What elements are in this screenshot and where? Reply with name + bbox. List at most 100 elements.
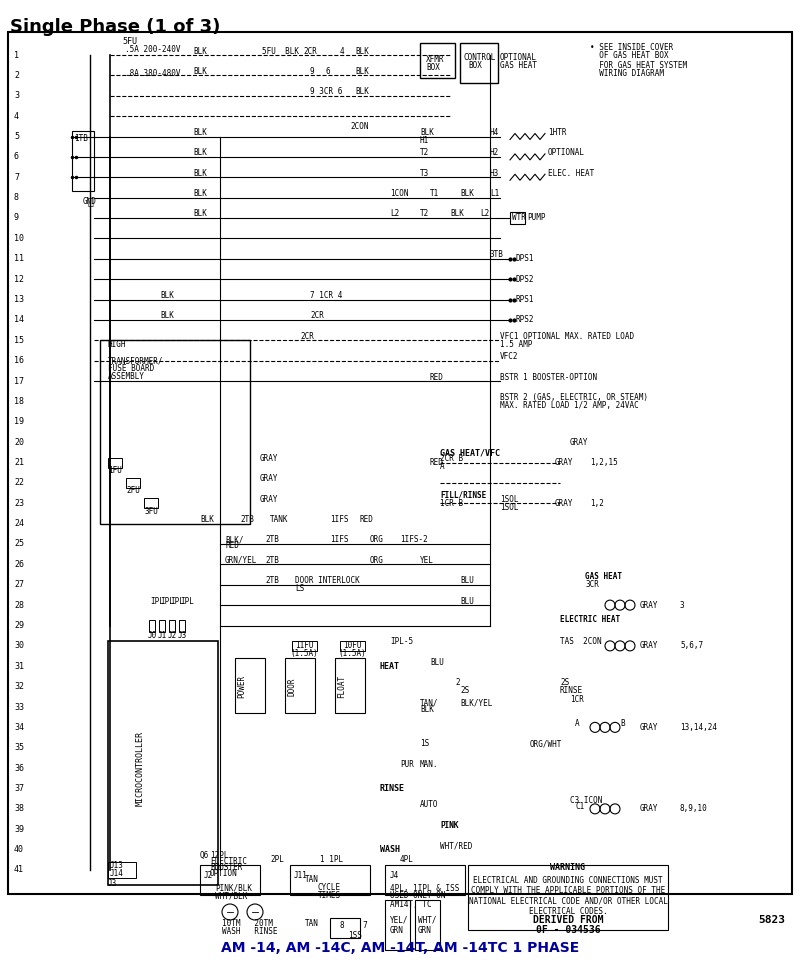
Text: J14: J14	[110, 869, 124, 878]
Text: 7 1CR 4: 7 1CR 4	[310, 291, 342, 300]
Text: 5FU  BLK: 5FU BLK	[262, 46, 298, 56]
Bar	[285, 658, 315, 713]
Bar	[290, 865, 370, 895]
Text: RED: RED	[360, 515, 374, 524]
Text: C1: C1	[575, 802, 584, 812]
Text: OPTIONAL: OPTIONAL	[548, 149, 585, 157]
Text: 3: 3	[14, 92, 19, 100]
Text: GRAY: GRAY	[640, 805, 658, 813]
Text: BLK/: BLK/	[225, 536, 243, 544]
Text: 1.5 AMP: 1.5 AMP	[500, 340, 532, 348]
Text: GRAY: GRAY	[260, 454, 278, 463]
Bar	[108, 457, 122, 467]
Text: IPL: IPL	[180, 596, 194, 606]
Text: ORG: ORG	[370, 556, 384, 565]
Text: BLK: BLK	[420, 128, 434, 137]
Text: 2TB: 2TB	[265, 576, 279, 585]
Text: PINK: PINK	[440, 821, 458, 830]
Text: 37: 37	[14, 784, 24, 793]
Text: BSTR 1 BOOSTER-OPTION: BSTR 1 BOOSTER-OPTION	[500, 372, 597, 381]
Text: GRAY: GRAY	[570, 437, 589, 447]
Text: BOX: BOX	[468, 61, 482, 69]
Text: 10FU: 10FU	[342, 642, 362, 650]
Text: DOOR: DOOR	[287, 677, 297, 696]
Text: BLK: BLK	[160, 312, 174, 320]
Text: XFMR: XFMR	[426, 56, 445, 65]
Text: USED ONLY ON: USED ONLY ON	[390, 892, 446, 900]
Text: 9: 9	[14, 213, 19, 223]
Text: PINK/BLK: PINK/BLK	[215, 884, 252, 893]
Text: J3: J3	[108, 879, 118, 889]
Bar	[108, 862, 136, 878]
Text: 12PL: 12PL	[210, 851, 229, 861]
Text: ORG: ORG	[370, 536, 384, 544]
Bar	[330, 918, 360, 938]
Text: LS: LS	[295, 584, 304, 593]
Text: GRAY: GRAY	[640, 642, 658, 650]
Text: ASSEMBLY: ASSEMBLY	[108, 372, 145, 381]
Text: AM -14, AM -14C, AM -14T, AM -14TC 1 PHASE: AM -14, AM -14C, AM -14T, AM -14TC 1 PHA…	[221, 941, 579, 955]
Bar	[200, 865, 260, 895]
Text: ELEC. HEAT: ELEC. HEAT	[548, 169, 594, 178]
Text: VFC1 OPTIONAL MAX. RATED LOAD: VFC1 OPTIONAL MAX. RATED LOAD	[500, 332, 634, 341]
Text: CONTROL: CONTROL	[464, 52, 496, 62]
Text: 5823: 5823	[758, 915, 785, 925]
Text: BLK: BLK	[193, 209, 207, 218]
Text: 4PL: 4PL	[400, 856, 414, 865]
Text: 15: 15	[14, 336, 24, 345]
Text: 40: 40	[14, 845, 24, 854]
Text: OPTION: OPTION	[210, 869, 238, 878]
Text: 11FU: 11FU	[294, 642, 314, 650]
Bar	[385, 865, 465, 895]
Text: 2CR: 2CR	[300, 332, 314, 341]
Text: WASH   RINSE: WASH RINSE	[222, 927, 278, 936]
Text: BOOSTER: BOOSTER	[210, 864, 242, 872]
Text: OPTIONAL: OPTIONAL	[500, 52, 537, 62]
Text: TAN: TAN	[305, 920, 319, 928]
Text: BLK: BLK	[355, 67, 369, 76]
Text: 41: 41	[14, 866, 24, 874]
Text: 2CR: 2CR	[310, 312, 324, 320]
Bar	[149, 620, 155, 631]
Text: 1IFS: 1IFS	[330, 515, 349, 524]
Text: PINK: PINK	[440, 821, 458, 830]
Text: 3TB: 3TB	[490, 250, 504, 260]
Text: B: B	[620, 719, 625, 728]
Text: BLK: BLK	[193, 149, 207, 157]
Text: J2: J2	[204, 870, 214, 879]
Text: ELECTRIC HEAT: ELECTRIC HEAT	[560, 615, 620, 624]
Text: RINSE: RINSE	[560, 686, 583, 695]
Bar	[144, 498, 158, 509]
Text: (1.5A): (1.5A)	[338, 649, 366, 658]
Text: 5: 5	[14, 132, 19, 141]
Text: 1CR B: 1CR B	[440, 499, 463, 508]
Text: 12: 12	[14, 275, 24, 284]
Text: BLK: BLK	[160, 291, 174, 300]
Text: L2: L2	[480, 209, 490, 218]
Text: 2PL: 2PL	[270, 856, 284, 865]
Text: CYCLE: CYCLE	[318, 884, 341, 893]
Text: YEL: YEL	[420, 556, 434, 565]
Text: TRANSFORMER/: TRANSFORMER/	[108, 356, 163, 365]
Bar	[108, 641, 218, 885]
Text: BLK/YEL: BLK/YEL	[460, 699, 492, 707]
Text: 30: 30	[14, 642, 24, 650]
Text: J2: J2	[167, 631, 177, 640]
Text: WASH: WASH	[380, 845, 400, 854]
Bar	[292, 641, 317, 650]
Text: BLK: BLK	[193, 46, 207, 56]
Text: BLK: BLK	[193, 189, 207, 198]
Text: GRAY: GRAY	[640, 723, 658, 731]
Text: WIRING DIAGRAM: WIRING DIAGRAM	[590, 69, 664, 78]
Text: 21: 21	[14, 458, 24, 467]
Text: 2TB: 2TB	[265, 556, 279, 565]
Text: 6: 6	[325, 67, 330, 76]
Text: 1 1PL: 1 1PL	[320, 856, 343, 865]
Text: TAS  2CON: TAS 2CON	[560, 637, 602, 647]
Text: 35: 35	[14, 743, 24, 753]
Text: TAN/: TAN/	[420, 699, 438, 707]
Text: .8A 380-480V: .8A 380-480V	[125, 69, 181, 78]
Bar	[340, 641, 365, 650]
Text: DOOR INTERLOCK: DOOR INTERLOCK	[295, 576, 360, 585]
Bar	[468, 865, 668, 930]
